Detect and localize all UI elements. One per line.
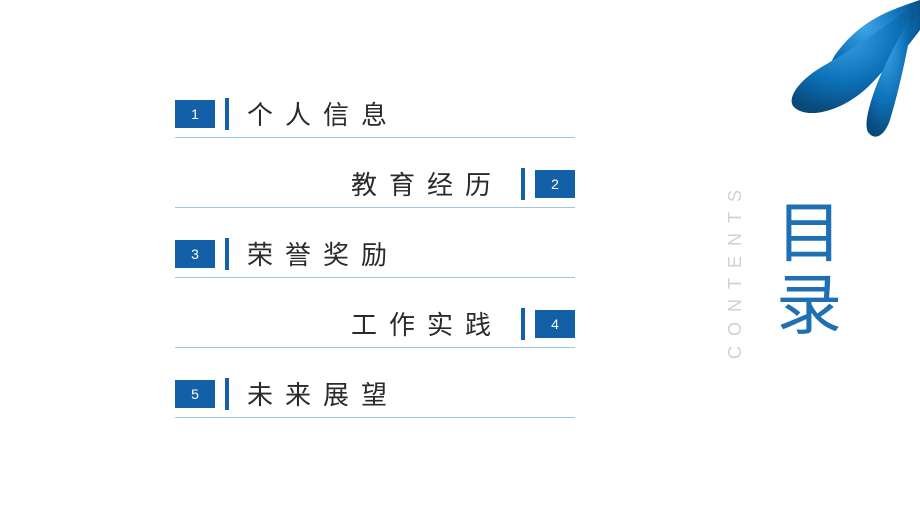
toc-label: 荣誉奖励 <box>247 235 399 272</box>
toc-item-3: 3 荣誉奖励 <box>175 230 575 278</box>
toc-label: 未来展望 <box>247 375 399 412</box>
toc-number-badge: 5 <box>175 380 215 408</box>
toc-label: 个人信息 <box>247 95 399 132</box>
mulu-label: 目录 <box>754 198 850 342</box>
toc-number-badge: 1 <box>175 100 215 128</box>
accent-bar <box>225 98 229 130</box>
toc-item-5: 5 未来展望 <box>175 370 575 418</box>
toc-number-badge: 2 <box>535 170 575 198</box>
accent-bar <box>225 238 229 270</box>
toc-item-1: 1 个人信息 <box>175 90 575 138</box>
toc-item-4: 工作实践 4 <box>175 300 575 348</box>
toc-label: 教育经历 <box>339 165 503 202</box>
accent-bar <box>225 378 229 410</box>
toc-list: 1 个人信息教育经历 2 3 荣誉奖励工作实践 4 5 未来展望 <box>175 90 575 440</box>
accent-bar <box>521 168 525 200</box>
toc-number-badge: 4 <box>535 310 575 338</box>
corner-decoration <box>740 0 920 140</box>
toc-number-badge: 3 <box>175 240 215 268</box>
toc-item-2: 教育经历 2 <box>175 160 575 208</box>
side-title: CONTENTS 目录 <box>725 180 850 359</box>
toc-label: 工作实践 <box>339 305 503 342</box>
contents-label: CONTENTS <box>725 180 746 359</box>
accent-bar <box>521 308 525 340</box>
